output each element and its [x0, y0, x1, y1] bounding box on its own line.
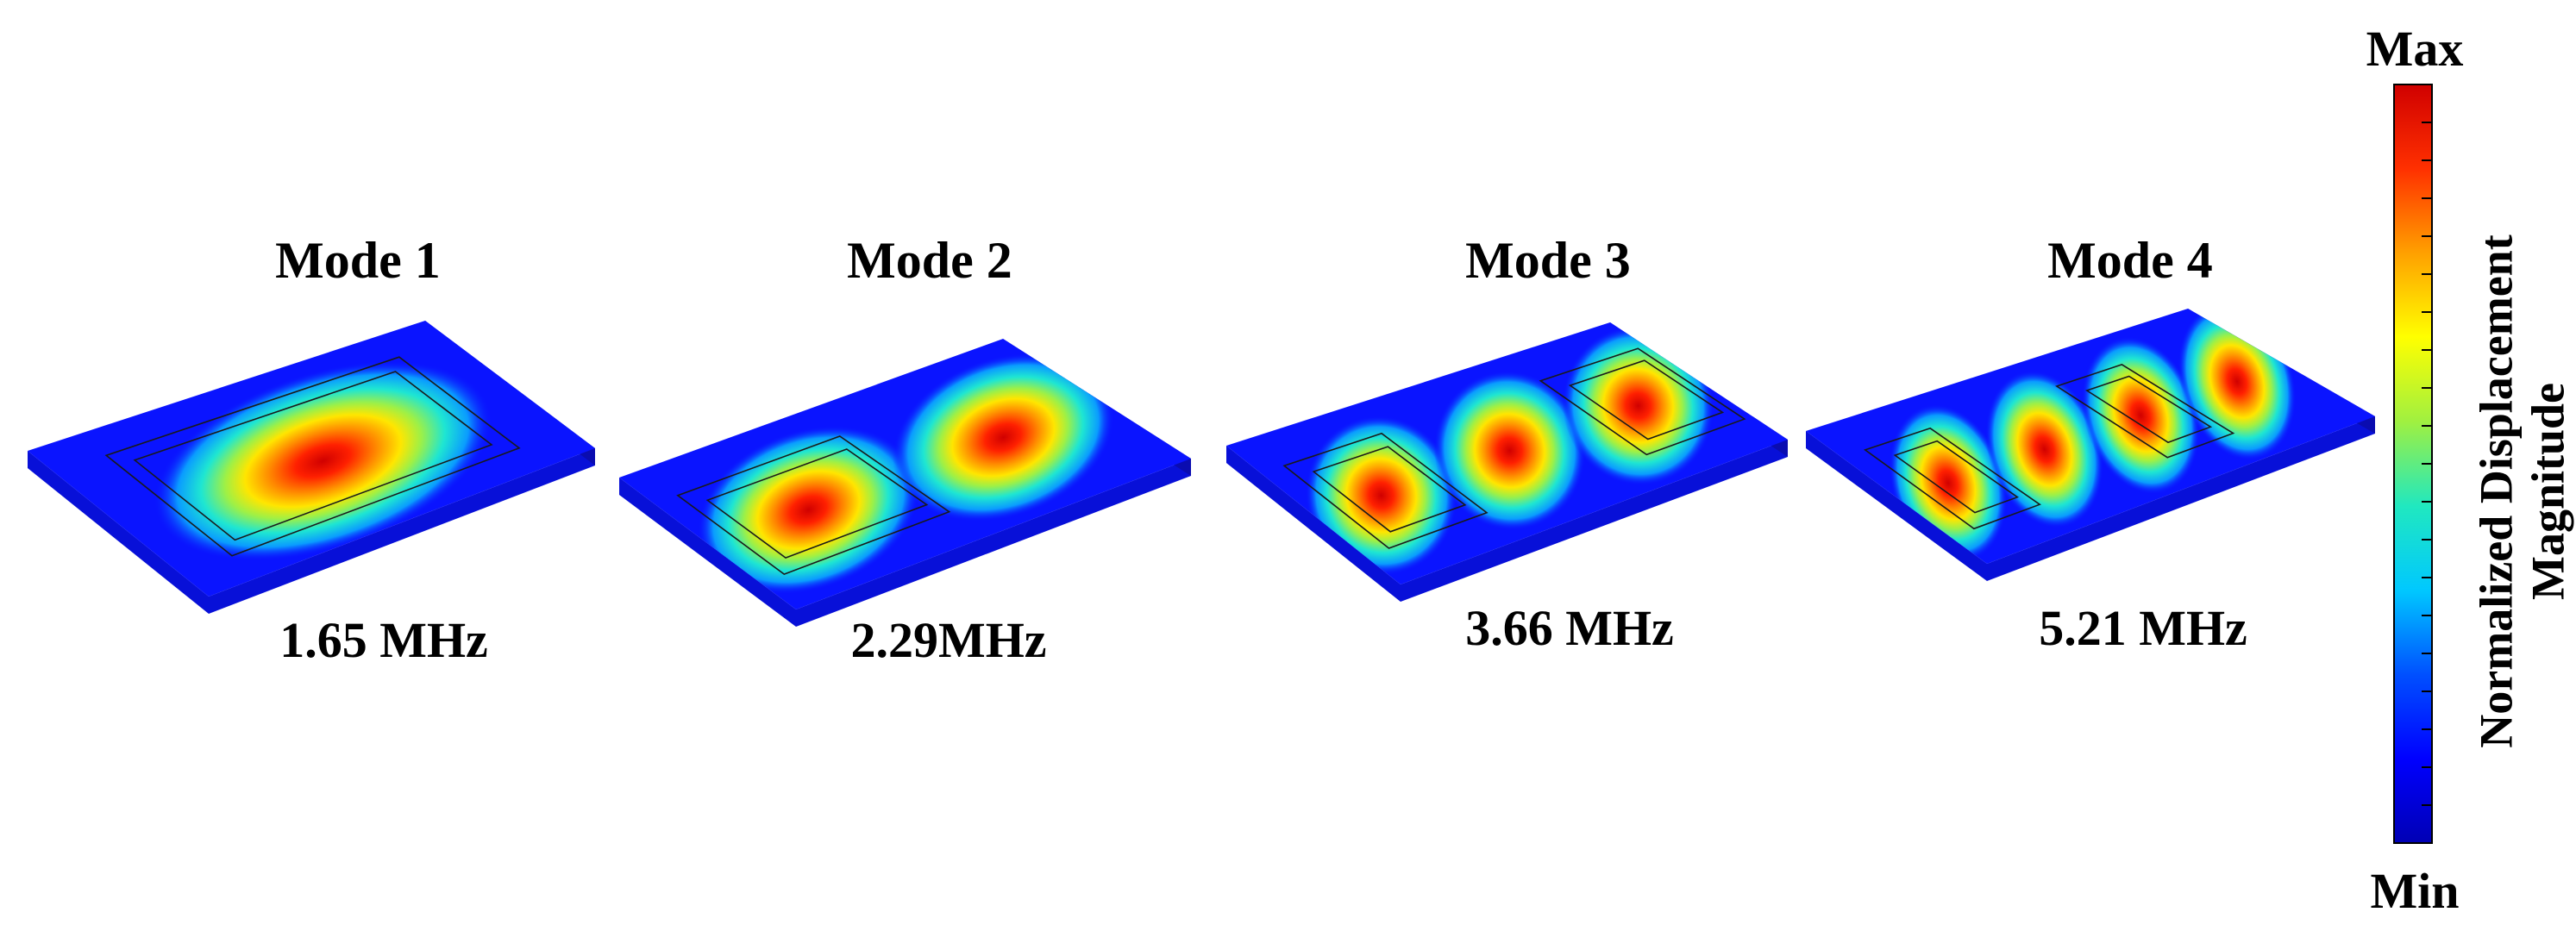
electrode-outline [676, 435, 951, 576]
plate-left-side [1806, 431, 1987, 581]
plate-front-side [209, 448, 595, 614]
mode-4-title: Mode 4 [2047, 232, 2213, 289]
mode-3-frequency: 3.66 MHz [1465, 600, 1674, 656]
plate-front-side [1401, 440, 1788, 602]
mode-3-title: Mode 3 [1465, 232, 1631, 289]
displacement-antinode [1985, 370, 2103, 528]
colorbar-title-line-2: Magnitude [2523, 382, 2574, 601]
mode-3-plate [1226, 322, 1788, 602]
displacement-antinode [892, 353, 1114, 522]
displacement-antinode [2082, 336, 2200, 495]
mode-1-frequency: 1.65 MHz [279, 612, 488, 668]
colorbar [2393, 84, 2433, 844]
colorbar-max-label: Max [2366, 21, 2464, 77]
plate-front-side [796, 459, 1191, 627]
colorbar-title: Normalized Displacement Magnitude [2471, 234, 2575, 747]
colorbar-min-label: Min [2370, 863, 2460, 919]
colorbar-ticks [2422, 122, 2432, 806]
plate-left-side [1226, 446, 1401, 602]
mode-1-plate [28, 321, 595, 614]
plate-left-side [28, 451, 209, 614]
mode-2-title: Mode 2 [847, 232, 1012, 289]
mode-4-plate [1806, 309, 2375, 581]
displacement-antinode [1305, 416, 1457, 576]
mode-2-plate [619, 339, 1191, 627]
mode-4-frequency: 5.21 MHz [2039, 600, 2247, 656]
plate-left-side [619, 478, 796, 627]
plate-front-side [1987, 416, 2375, 581]
mode-2-frequency: 2.29MHz [850, 612, 1047, 668]
electrode-outline [1282, 347, 1746, 549]
colorbar-title-line-1: Normalized Displacement [2470, 234, 2523, 748]
electrode-outline [1863, 364, 2235, 530]
mode-1-title: Mode 1 [275, 232, 441, 289]
displacement-antinode [1433, 371, 1586, 531]
electrode-outline [104, 356, 521, 557]
